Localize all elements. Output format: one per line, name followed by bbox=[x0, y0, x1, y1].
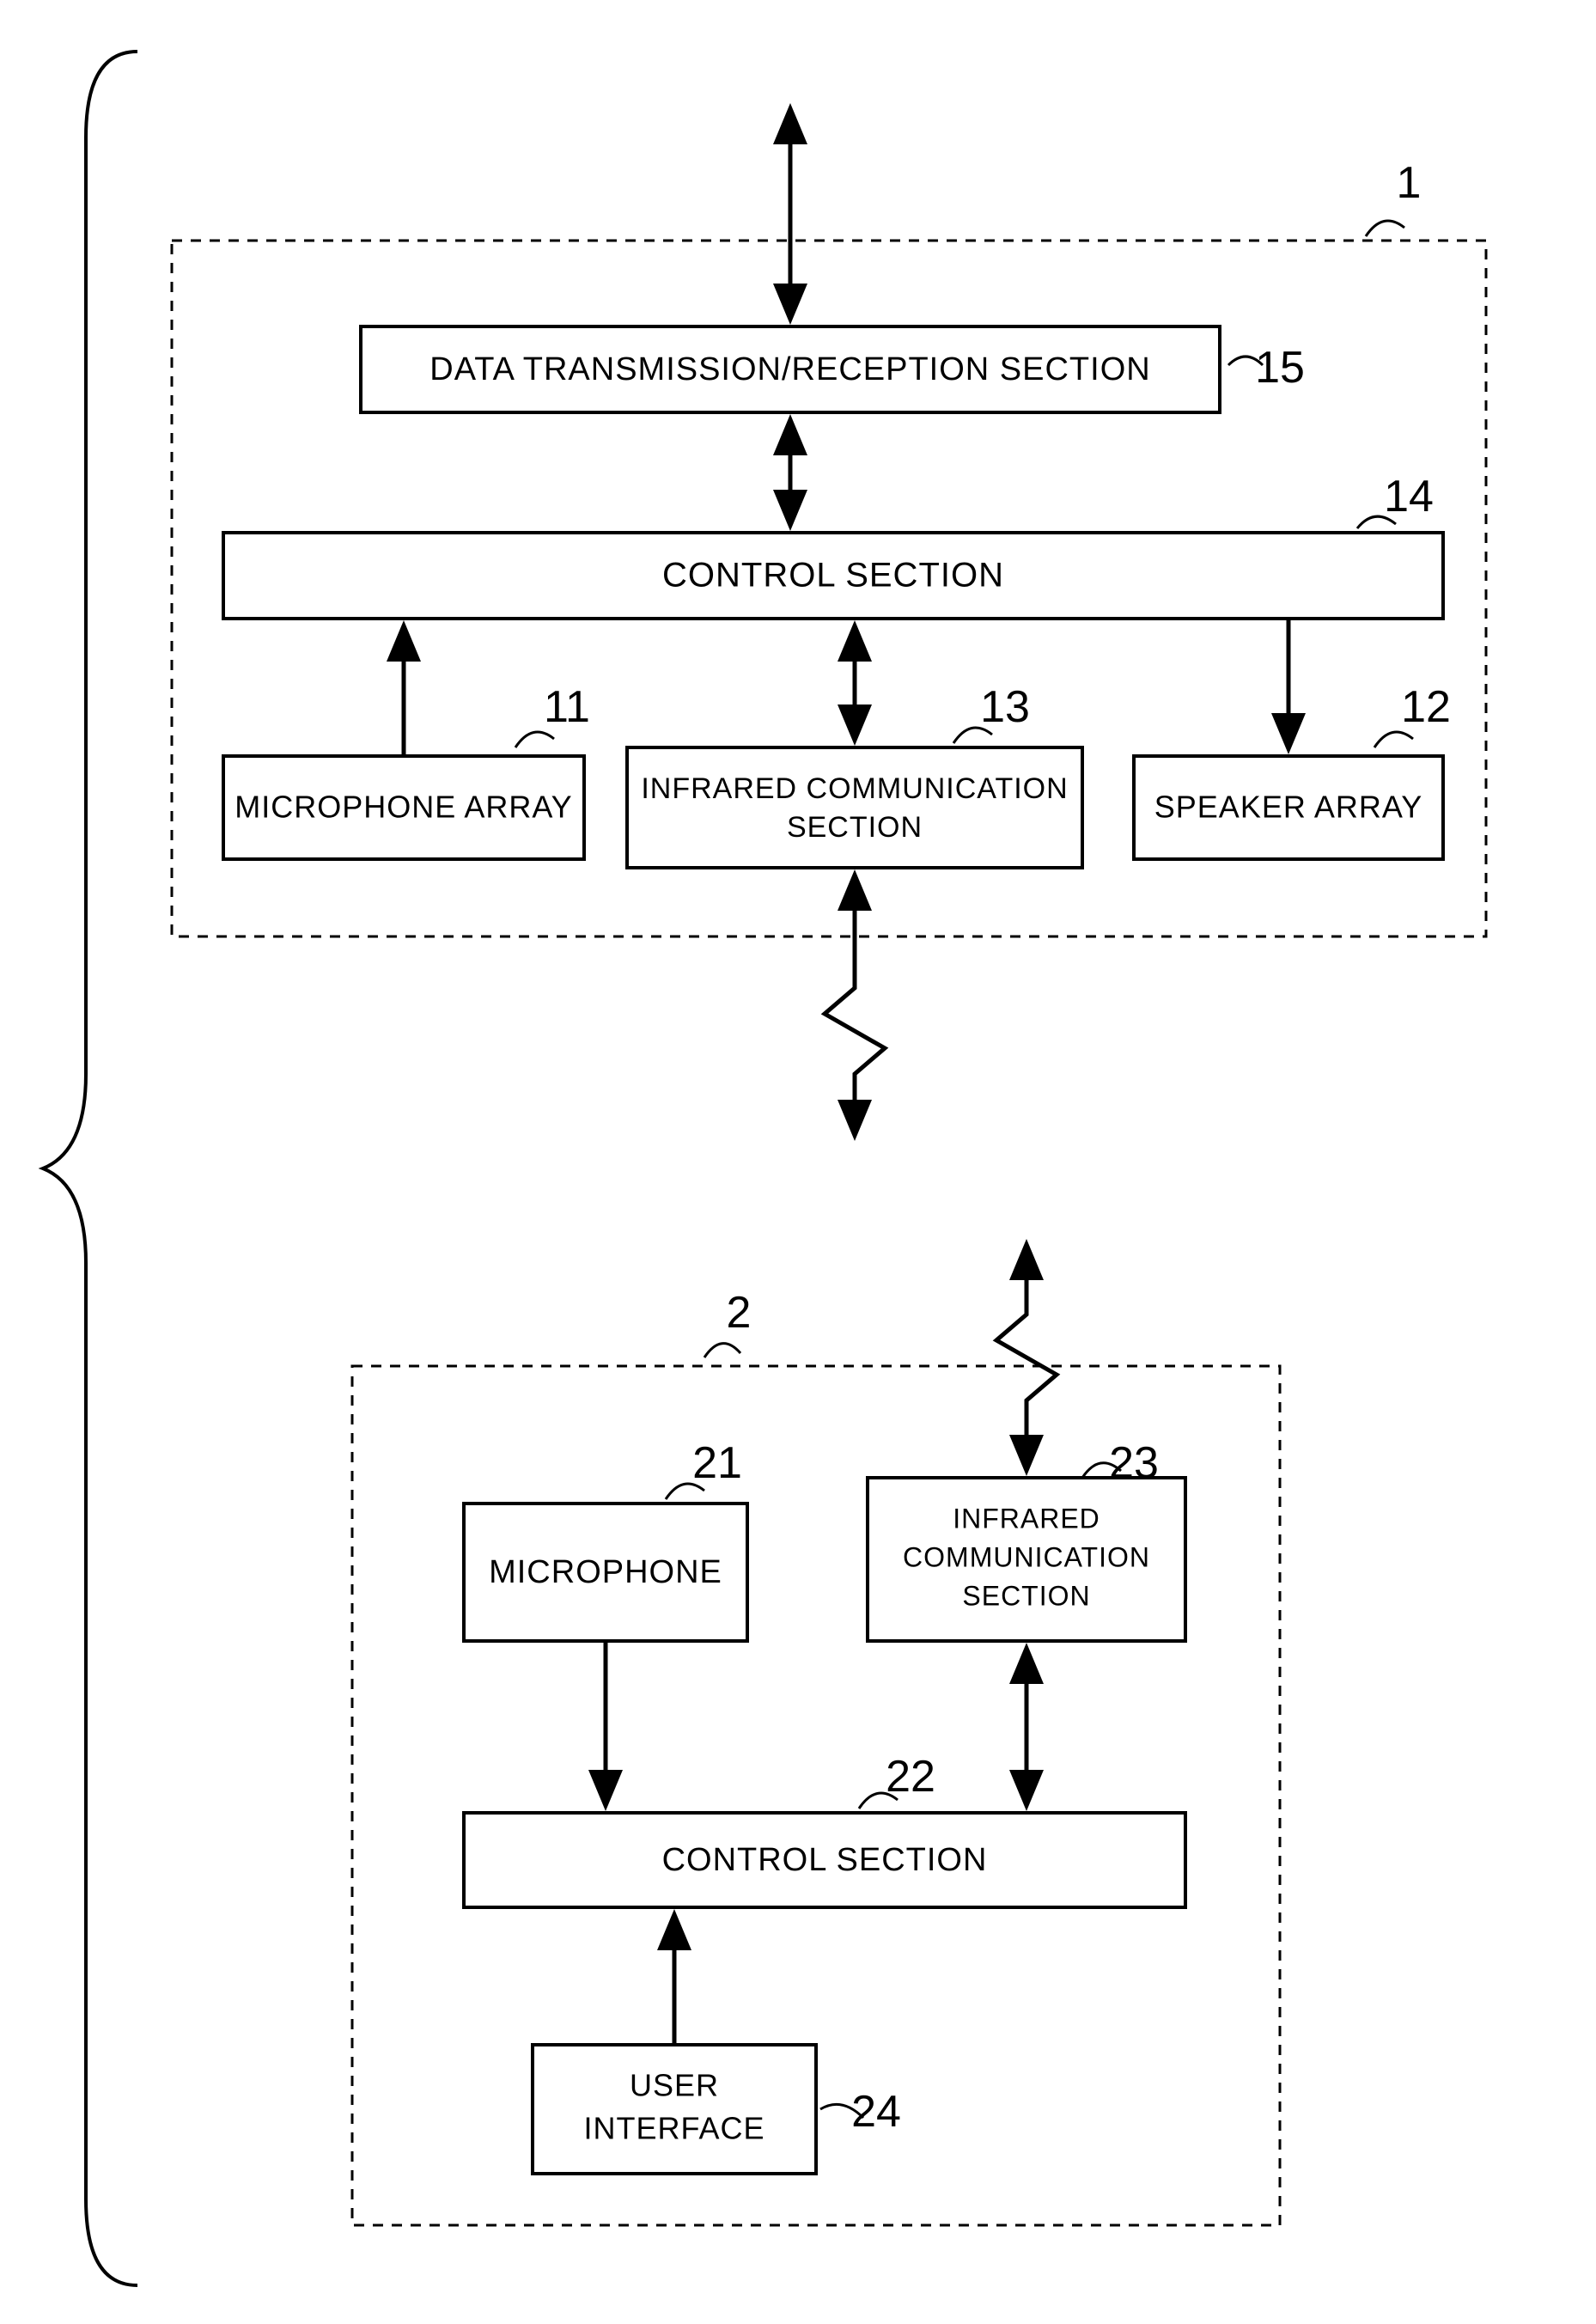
lead-2 bbox=[704, 1344, 740, 1357]
block-diagram: 1 DATA TRANSMISSION/RECEPTION SECTION 15… bbox=[0, 0, 1596, 2324]
arrow-21-22 bbox=[588, 1643, 623, 1811]
arrow-13-14 bbox=[838, 620, 872, 746]
ref-2: 2 bbox=[727, 1288, 752, 1338]
figure-bracket bbox=[43, 52, 137, 2285]
arrow-23-22 bbox=[1009, 1643, 1044, 1811]
node-11-label: MICROPHONE ARRAY bbox=[235, 790, 572, 825]
node-12-label: SPEAKER ARRAY bbox=[1154, 790, 1422, 825]
ref-13: 13 bbox=[980, 682, 1030, 732]
ref-22: 22 bbox=[886, 1752, 935, 1802]
arrow-11-14 bbox=[387, 620, 421, 754]
node-21-label: MICROPHONE bbox=[489, 1554, 722, 1590]
ref-1: 1 bbox=[1397, 158, 1422, 208]
node-24-box bbox=[533, 2045, 816, 2174]
ref-15: 15 bbox=[1255, 343, 1305, 393]
ref-24: 24 bbox=[851, 2087, 901, 2137]
arrow-14-12 bbox=[1271, 620, 1306, 754]
node-23-label-2: COMMUNICATION bbox=[903, 1541, 1150, 1572]
node-24-label-2: INTERFACE bbox=[583, 2111, 764, 2146]
node-15-label: DATA TRANSMISSION/RECEPTION SECTION bbox=[429, 351, 1150, 387]
ref-23: 23 bbox=[1109, 1438, 1159, 1488]
arrow-23-zigzag bbox=[996, 1239, 1057, 1476]
node-13-box bbox=[627, 747, 1082, 868]
arrow-13-zigzag bbox=[825, 869, 885, 1141]
lead-11 bbox=[515, 732, 554, 747]
arrow-ext-to-15 bbox=[773, 103, 807, 325]
ref-12: 12 bbox=[1401, 682, 1451, 732]
lead-1 bbox=[1366, 221, 1404, 236]
node-23-label-1: INFRARED bbox=[953, 1503, 1100, 1534]
node-13-label-1: INFRARED COMMUNICATION bbox=[641, 772, 1068, 805]
node-13-label-2: SECTION bbox=[787, 811, 923, 844]
node-14-label: CONTROL SECTION bbox=[662, 557, 1004, 595]
ref-11: 11 bbox=[544, 682, 590, 732]
ref-14: 14 bbox=[1384, 472, 1434, 522]
lead-12 bbox=[1374, 732, 1413, 747]
node-24-label-1: USER bbox=[630, 2068, 719, 2103]
arrow-24-22 bbox=[657, 1909, 691, 2043]
node-23-label-3: SECTION bbox=[962, 1580, 1090, 1611]
node-22-label: CONTROL SECTION bbox=[662, 1842, 988, 1878]
ref-21: 21 bbox=[692, 1438, 742, 1488]
arrow-15-14 bbox=[773, 414, 807, 531]
